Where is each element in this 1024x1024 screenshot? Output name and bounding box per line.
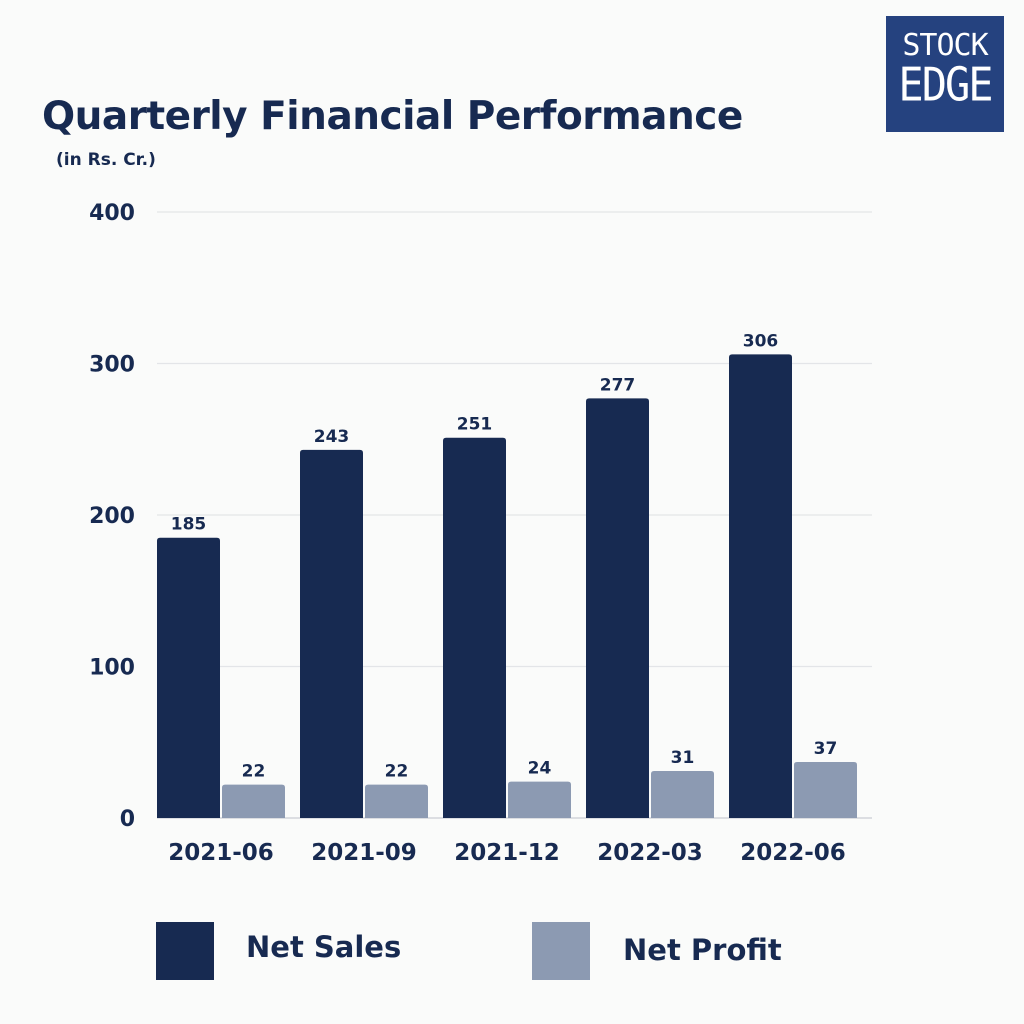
logo-line-1: STOCK bbox=[902, 28, 988, 63]
y-tick-label: 0 bbox=[120, 807, 135, 832]
bar-net-profit bbox=[222, 784, 285, 818]
legend-label-net-sales: Net Sales bbox=[246, 930, 402, 964]
bar-net-sales bbox=[157, 537, 220, 818]
x-tick-label: 2021-12 bbox=[454, 840, 560, 866]
data-label-net-sales: 277 bbox=[600, 375, 636, 395]
bar-net-profit bbox=[651, 771, 714, 818]
x-tick-label: 2021-09 bbox=[311, 840, 417, 866]
legend-label-net-profit: Net Profit bbox=[623, 933, 782, 967]
data-label-net-profit: 24 bbox=[528, 759, 552, 779]
data-label-net-sales: 185 bbox=[171, 515, 207, 535]
y-tick-label: 100 bbox=[89, 656, 135, 681]
legend-swatch-net-sales bbox=[156, 922, 214, 980]
bar-net-sales bbox=[443, 437, 506, 818]
y-tick-label: 300 bbox=[89, 353, 135, 378]
bar-net-profit bbox=[365, 784, 428, 818]
bar-net-profit bbox=[794, 761, 857, 818]
x-tick-label: 2022-06 bbox=[740, 840, 846, 866]
bar-net-sales bbox=[729, 354, 792, 818]
data-label-net-profit: 31 bbox=[671, 748, 695, 768]
data-label-net-profit: 37 bbox=[814, 739, 838, 759]
data-label-net-sales: 306 bbox=[743, 331, 779, 351]
bar-net-profit bbox=[508, 781, 571, 818]
bar-net-sales bbox=[300, 449, 363, 818]
y-tick-label: 200 bbox=[89, 504, 135, 529]
x-tick-label: 2022-03 bbox=[597, 840, 703, 866]
data-label-net-sales: 251 bbox=[457, 415, 493, 435]
data-label-net-profit: 22 bbox=[242, 762, 266, 782]
logo-line-2: EDGE bbox=[898, 57, 993, 112]
chart-subtitle: (in Rs. Cr.) bbox=[56, 150, 156, 170]
x-tick-label: 2021-06 bbox=[168, 840, 274, 866]
stockedge-logo: STOCK EDGE bbox=[886, 16, 1004, 132]
y-tick-label: 400 bbox=[89, 201, 135, 226]
data-label-net-profit: 22 bbox=[385, 762, 409, 782]
bar-net-sales bbox=[586, 398, 649, 818]
data-label-net-sales: 243 bbox=[314, 427, 350, 447]
legend-swatch-net-profit bbox=[532, 922, 590, 980]
chart-title: Quarterly Financial Performance bbox=[42, 94, 743, 139]
